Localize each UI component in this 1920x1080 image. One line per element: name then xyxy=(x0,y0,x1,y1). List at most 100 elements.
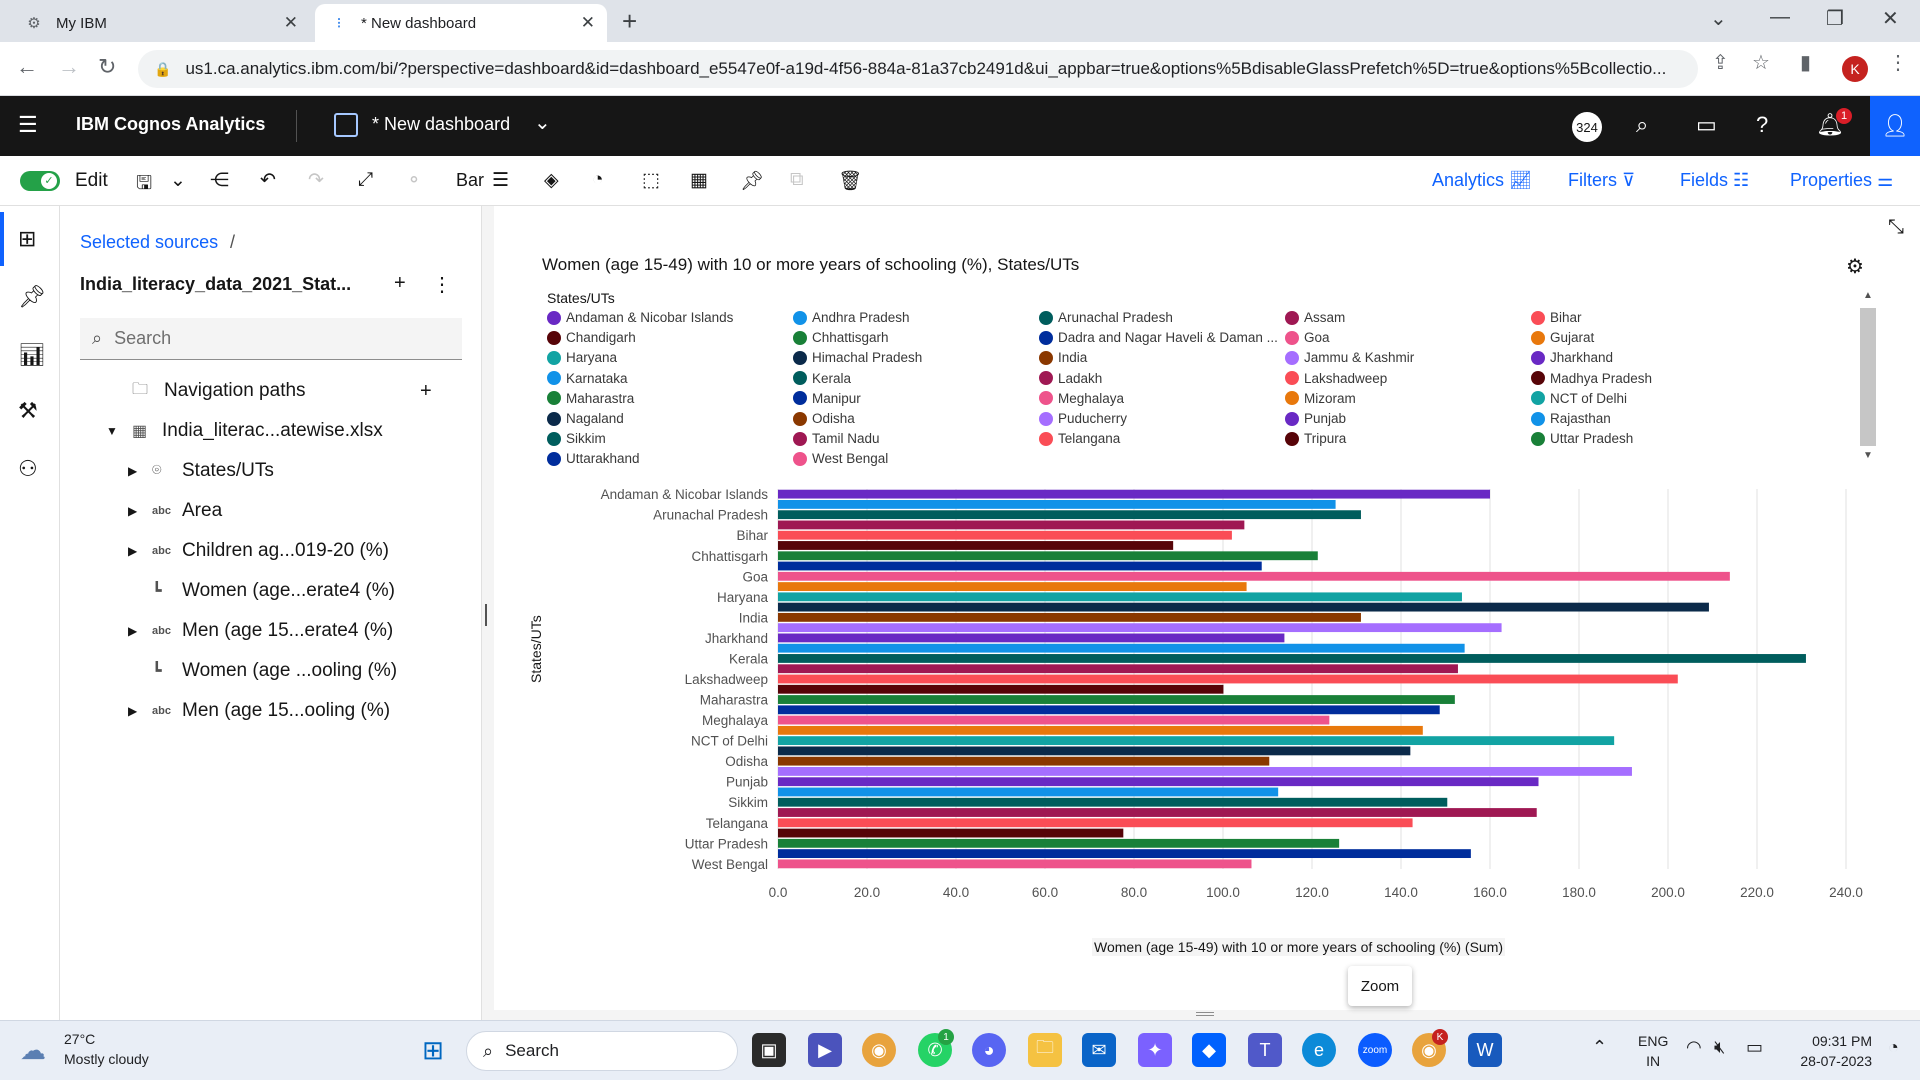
legend-item[interactable]: India xyxy=(1039,350,1087,365)
task-view-icon[interactable]: ▣ xyxy=(752,1033,786,1067)
show-hidden-icons-chevron-icon[interactable]: ⌃ xyxy=(1592,1037,1608,1057)
volume-muted-icon[interactable]: 🔇︎ xyxy=(1714,1037,1726,1057)
expand-icon[interactable]: ⤢ xyxy=(358,169,374,190)
bar[interactable] xyxy=(778,684,1224,694)
breadcrumb-selected-sources[interactable]: Selected sources xyxy=(80,232,219,252)
tree-item-children[interactable]: ▶ abc Children ag...019-20 (%) xyxy=(60,531,480,571)
zoom-app-icon[interactable]: zoom xyxy=(1358,1033,1392,1067)
pin-icon[interactable]: 📌︎ xyxy=(740,171,765,192)
bar[interactable] xyxy=(778,664,1458,674)
bar[interactable] xyxy=(778,695,1455,704)
bar[interactable] xyxy=(778,582,1247,591)
teams-icon[interactable]: T xyxy=(1248,1033,1282,1067)
bar[interactable] xyxy=(778,777,1539,787)
legend-item[interactable]: Goa xyxy=(1285,330,1330,345)
tree-item-women-schooling[interactable]: ┗ Women (age ...ooling (%) xyxy=(60,651,480,691)
bar[interactable] xyxy=(778,746,1411,756)
resize-handle[interactable] xyxy=(1196,1012,1214,1016)
bar[interactable] xyxy=(778,797,1448,807)
scrollbar-thumb[interactable] xyxy=(1860,308,1876,446)
bar[interactable] xyxy=(778,849,1471,859)
restore-icon[interactable]: ❐ xyxy=(1826,8,1844,30)
legend-item[interactable]: Kerala xyxy=(793,371,851,386)
bar[interactable] xyxy=(778,756,1270,766)
bar[interactable] xyxy=(778,818,1413,828)
more-options-icon[interactable]: ⋮ xyxy=(432,274,452,296)
tree-item-source-file[interactable]: ▼ ▦ India_literac...atewise.xlsx xyxy=(60,411,480,451)
search-icon[interactable]: ⌕ xyxy=(1636,112,1649,137)
legend-item[interactable]: Maharastra xyxy=(547,391,634,406)
hamburger-menu-icon[interactable]: ☰ xyxy=(18,112,38,137)
start-windows-icon[interactable]: ⊞ xyxy=(422,1034,444,1065)
save-menu-chevron-icon[interactable]: ⌄ xyxy=(170,170,186,191)
panel-splitter[interactable] xyxy=(482,206,490,1020)
filters-button[interactable]: Filters ⊽ xyxy=(1568,170,1635,191)
bar[interactable] xyxy=(778,612,1361,622)
legend-item[interactable]: Andhra Pradesh xyxy=(793,310,910,325)
wifi-icon[interactable]: ◠ xyxy=(1686,1037,1702,1057)
minimize-icon[interactable]: — xyxy=(1770,6,1790,28)
assistant-icon[interactable]: ⚇ xyxy=(18,456,38,481)
bar[interactable] xyxy=(778,859,1252,869)
legend-item[interactable]: Tamil Nadu xyxy=(793,431,880,446)
help-icon[interactable]: ? xyxy=(1756,112,1769,137)
side-panel-icon[interactable]: ▮ xyxy=(1800,52,1812,74)
legend-item[interactable]: Jharkhand xyxy=(1531,350,1613,365)
tree-item-men-literate[interactable]: ▶ abc Men (age 15...erate4 (%) xyxy=(60,611,480,651)
edge-icon[interactable]: e xyxy=(1302,1033,1336,1067)
bar[interactable] xyxy=(778,499,1336,509)
legend-item[interactable]: Odisha xyxy=(793,411,855,426)
mail-icon[interactable]: ✉ xyxy=(1082,1033,1116,1067)
bar[interactable] xyxy=(778,561,1262,571)
dashboard-menu-chevron-icon[interactable]: ⌄ xyxy=(534,112,551,134)
url-field[interactable]: 🔒 us1.ca.analytics.ibm.com/bi/?perspecti… xyxy=(138,50,1698,88)
file-explorer-icon[interactable]: 🗀 xyxy=(1028,1033,1062,1067)
legend-item[interactable]: NCT of Delhi xyxy=(1531,391,1627,406)
copilot-icon[interactable]: ✦ xyxy=(1138,1033,1172,1067)
visualization-title[interactable]: Women (age 15-49) with 10 or more years … xyxy=(542,255,1080,274)
tab-search-chevron-icon[interactable]: ⌄ xyxy=(1710,8,1727,30)
legend-scrollbar[interactable]: ▲ ▼ xyxy=(1860,290,1876,466)
widgets-icon[interactable]: ⚒ xyxy=(18,398,38,423)
tree-item-women-literate[interactable]: ┗ Women (age...erate4 (%) xyxy=(60,571,480,611)
legend-item[interactable]: Uttarakhand xyxy=(547,451,640,466)
legend-item[interactable]: Gujarat xyxy=(1531,330,1594,345)
bar[interactable] xyxy=(778,489,1490,499)
delete-icon[interactable]: 🗑︎ xyxy=(838,171,863,192)
dropbox-icon[interactable]: ◆ xyxy=(1192,1033,1226,1067)
legend-item[interactable]: Telangana xyxy=(1039,431,1120,446)
bar[interactable] xyxy=(778,715,1330,725)
scroll-up-icon[interactable]: ▲ xyxy=(1863,290,1873,301)
table-icon[interactable]: ▦ xyxy=(690,170,708,191)
bar[interactable] xyxy=(778,571,1730,581)
tree-item-men-schooling[interactable]: ▶ abc Men (age 15...ooling (%) xyxy=(60,691,480,731)
tree-item-area[interactable]: ▶ abc Area xyxy=(60,491,480,531)
counter-badge[interactable]: 324 xyxy=(1572,112,1602,142)
bar[interactable] xyxy=(778,725,1423,735)
visualizations-icon[interactable]: 📊︎ xyxy=(18,342,46,367)
bar[interactable] xyxy=(778,654,1806,663)
share-icon[interactable]: ⋲ xyxy=(210,170,229,191)
collapse-widget-icon[interactable]: ⤡ xyxy=(1888,216,1904,238)
collapsed-caret-icon[interactable]: ▶ xyxy=(128,704,138,718)
legend-item[interactable]: Lakshadweep xyxy=(1285,371,1387,386)
bar[interactable] xyxy=(778,643,1465,653)
legend-item[interactable]: Jammu & Kashmir xyxy=(1285,350,1414,365)
legend-item[interactable]: Himachal Pradesh xyxy=(793,350,922,365)
edit-mode-toggle[interactable] xyxy=(20,171,60,191)
legend-item[interactable]: Andaman & Nicobar Islands xyxy=(547,310,733,325)
system-clock[interactable]: 09:31 PM 28-07-2023 xyxy=(1786,1031,1872,1071)
legend-item[interactable]: Chandigarh xyxy=(547,330,636,345)
legend-item[interactable]: Chhattisgarh xyxy=(793,330,889,345)
undo-icon[interactable]: ↶ xyxy=(260,170,276,191)
legend-item[interactable]: Karnataka xyxy=(547,371,628,386)
bar[interactable] xyxy=(778,602,1709,612)
bar[interactable] xyxy=(778,623,1502,633)
legend-item[interactable]: Madhya Pradesh xyxy=(1531,371,1652,386)
tree-item-states[interactable]: ▶ ⌾ States/UTs xyxy=(60,451,480,491)
legend-item[interactable]: Rajasthan xyxy=(1531,411,1611,426)
data-sources-icon[interactable]: ⊞ xyxy=(18,226,37,251)
bookmark-star-icon[interactable]: ☆ xyxy=(1752,52,1770,74)
bar[interactable] xyxy=(778,530,1232,540)
collapsed-caret-icon[interactable]: ▶ xyxy=(128,544,138,558)
